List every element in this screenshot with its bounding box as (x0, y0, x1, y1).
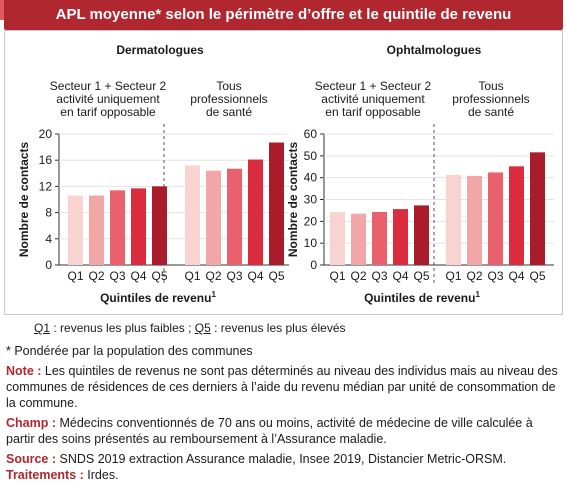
x-tick-label: Q4 (508, 269, 524, 283)
title-bar: APL moyenne* selon le périmètre d’offre … (4, 0, 563, 30)
x-tick-label: Q5 (151, 269, 167, 283)
group-header-line: Secteur 1 + Secteur 2 (50, 79, 167, 93)
bar (530, 152, 545, 265)
x-tick-label: Q1 (184, 269, 200, 283)
bar (269, 142, 284, 265)
y-tick-label: 4 (45, 232, 52, 246)
x-tick-label: Q3 (487, 269, 503, 283)
bar (68, 195, 83, 265)
y-tick-label: 30 (304, 193, 318, 207)
bar (185, 165, 200, 265)
y-tick-label: 8 (45, 206, 52, 220)
bar (446, 174, 461, 265)
bar (110, 190, 125, 265)
source-paragraph: Source : SNDS 2019 extraction Assurance … (6, 451, 561, 483)
bar (206, 170, 221, 265)
bar (131, 188, 146, 265)
source-text: SNDS 2019 extraction Assurance maladie, … (56, 452, 507, 466)
note-label: Note : (6, 364, 42, 378)
y-axis-label: Nombre de contacts (286, 141, 300, 257)
group-header-line: en tarif opposable (325, 105, 421, 119)
bar (227, 168, 242, 265)
bar (488, 172, 503, 265)
group-header-line: professionnels (452, 92, 529, 106)
bar (414, 205, 429, 265)
y-tick-label: 50 (304, 149, 318, 163)
bar (89, 195, 104, 265)
note-paragraph: Note : Les quintiles de revenus ne sont … (6, 363, 561, 411)
group-header-line: en tarif opposable (60, 105, 156, 119)
q5-description: : revenus les plus élevés (210, 321, 346, 335)
bar (372, 211, 387, 265)
bar (393, 209, 408, 265)
chart-title: Dermatologues (116, 43, 204, 57)
y-axis-label: Nombre de contacts (17, 141, 31, 257)
quintile-legend-note: Q1 : revenus les plus faibles ; Q5 : rev… (34, 321, 346, 335)
bar (351, 213, 366, 265)
q1-description: : revenus les plus faibles ; (50, 321, 195, 335)
traitements-text: Irdes. (83, 468, 119, 482)
x-axis-label: Quintiles de revenu1 (100, 290, 216, 305)
y-tick-label: 0 (310, 258, 317, 272)
x-axis-label: Quintiles de revenu1 (364, 290, 480, 305)
group-header-line: de santé (468, 105, 514, 119)
champ-label: Champ : (6, 416, 56, 430)
group-header-line: Tous (478, 79, 503, 93)
champ-text: Médecins conventionnés de 70 ans ou moin… (6, 416, 533, 446)
x-tick-label: Q3 (371, 269, 387, 283)
x-tick-label: Q5 (413, 269, 429, 283)
x-tick-label: Q2 (350, 269, 366, 283)
group-header-line: activité uniquement (56, 92, 160, 106)
x-tick-label: Q1 (329, 269, 345, 283)
x-tick-label: Q1 (67, 269, 83, 283)
champ-paragraph: Champ : Médecins conventionnés de 70 ans… (6, 415, 561, 447)
x-tick-label: Q4 (247, 269, 263, 283)
note-text: Les quintiles de revenus ne sont pas dét… (6, 364, 558, 410)
x-tick-label: Q5 (529, 269, 545, 283)
x-tick-label: Q4 (130, 269, 146, 283)
traitements-label: Traitements : (6, 468, 84, 482)
bar (509, 166, 524, 265)
bar (152, 186, 167, 265)
chart-title: Ophtalmologues (387, 43, 482, 57)
y-tick-label: 20 (304, 214, 318, 228)
x-tick-label: Q2 (205, 269, 221, 283)
bar (248, 159, 263, 265)
x-tick-label: Q3 (226, 269, 242, 283)
group-header-line: activité uniquement (321, 92, 425, 106)
x-tick-label: Q1 (445, 269, 461, 283)
y-tick-label: 16 (39, 153, 53, 167)
x-tick-label: Q2 (466, 269, 482, 283)
y-tick-label: 0 (45, 258, 52, 272)
group-header-line: de santé (206, 105, 252, 119)
y-tick-label: 40 (304, 171, 318, 185)
figure-title: APL moyenne* selon le périmètre d’offre … (55, 6, 512, 23)
y-tick-label: 10 (304, 236, 318, 250)
y-tick-label: 20 (39, 127, 53, 141)
y-tick-label: 60 (304, 127, 318, 141)
group-header-line: Tous (216, 79, 241, 93)
footnotes: * Pondérée par la population des commune… (6, 343, 561, 483)
x-tick-label: Q4 (392, 269, 408, 283)
x-tick-label: Q5 (268, 269, 284, 283)
q5-label: Q5 (194, 321, 211, 335)
x-tick-label: Q3 (109, 269, 125, 283)
x-tick-label: Q2 (88, 269, 104, 283)
group-header-line: professionnels (190, 92, 267, 106)
q1-label: Q1 (34, 321, 51, 335)
source-label: Source : (6, 452, 57, 466)
y-tick-label: 12 (39, 179, 53, 193)
bar (467, 175, 482, 265)
weighted-note: * Pondérée par la population des commune… (6, 344, 253, 358)
group-header-line: Secteur 1 + Secteur 2 (315, 79, 432, 93)
bar (330, 212, 345, 265)
